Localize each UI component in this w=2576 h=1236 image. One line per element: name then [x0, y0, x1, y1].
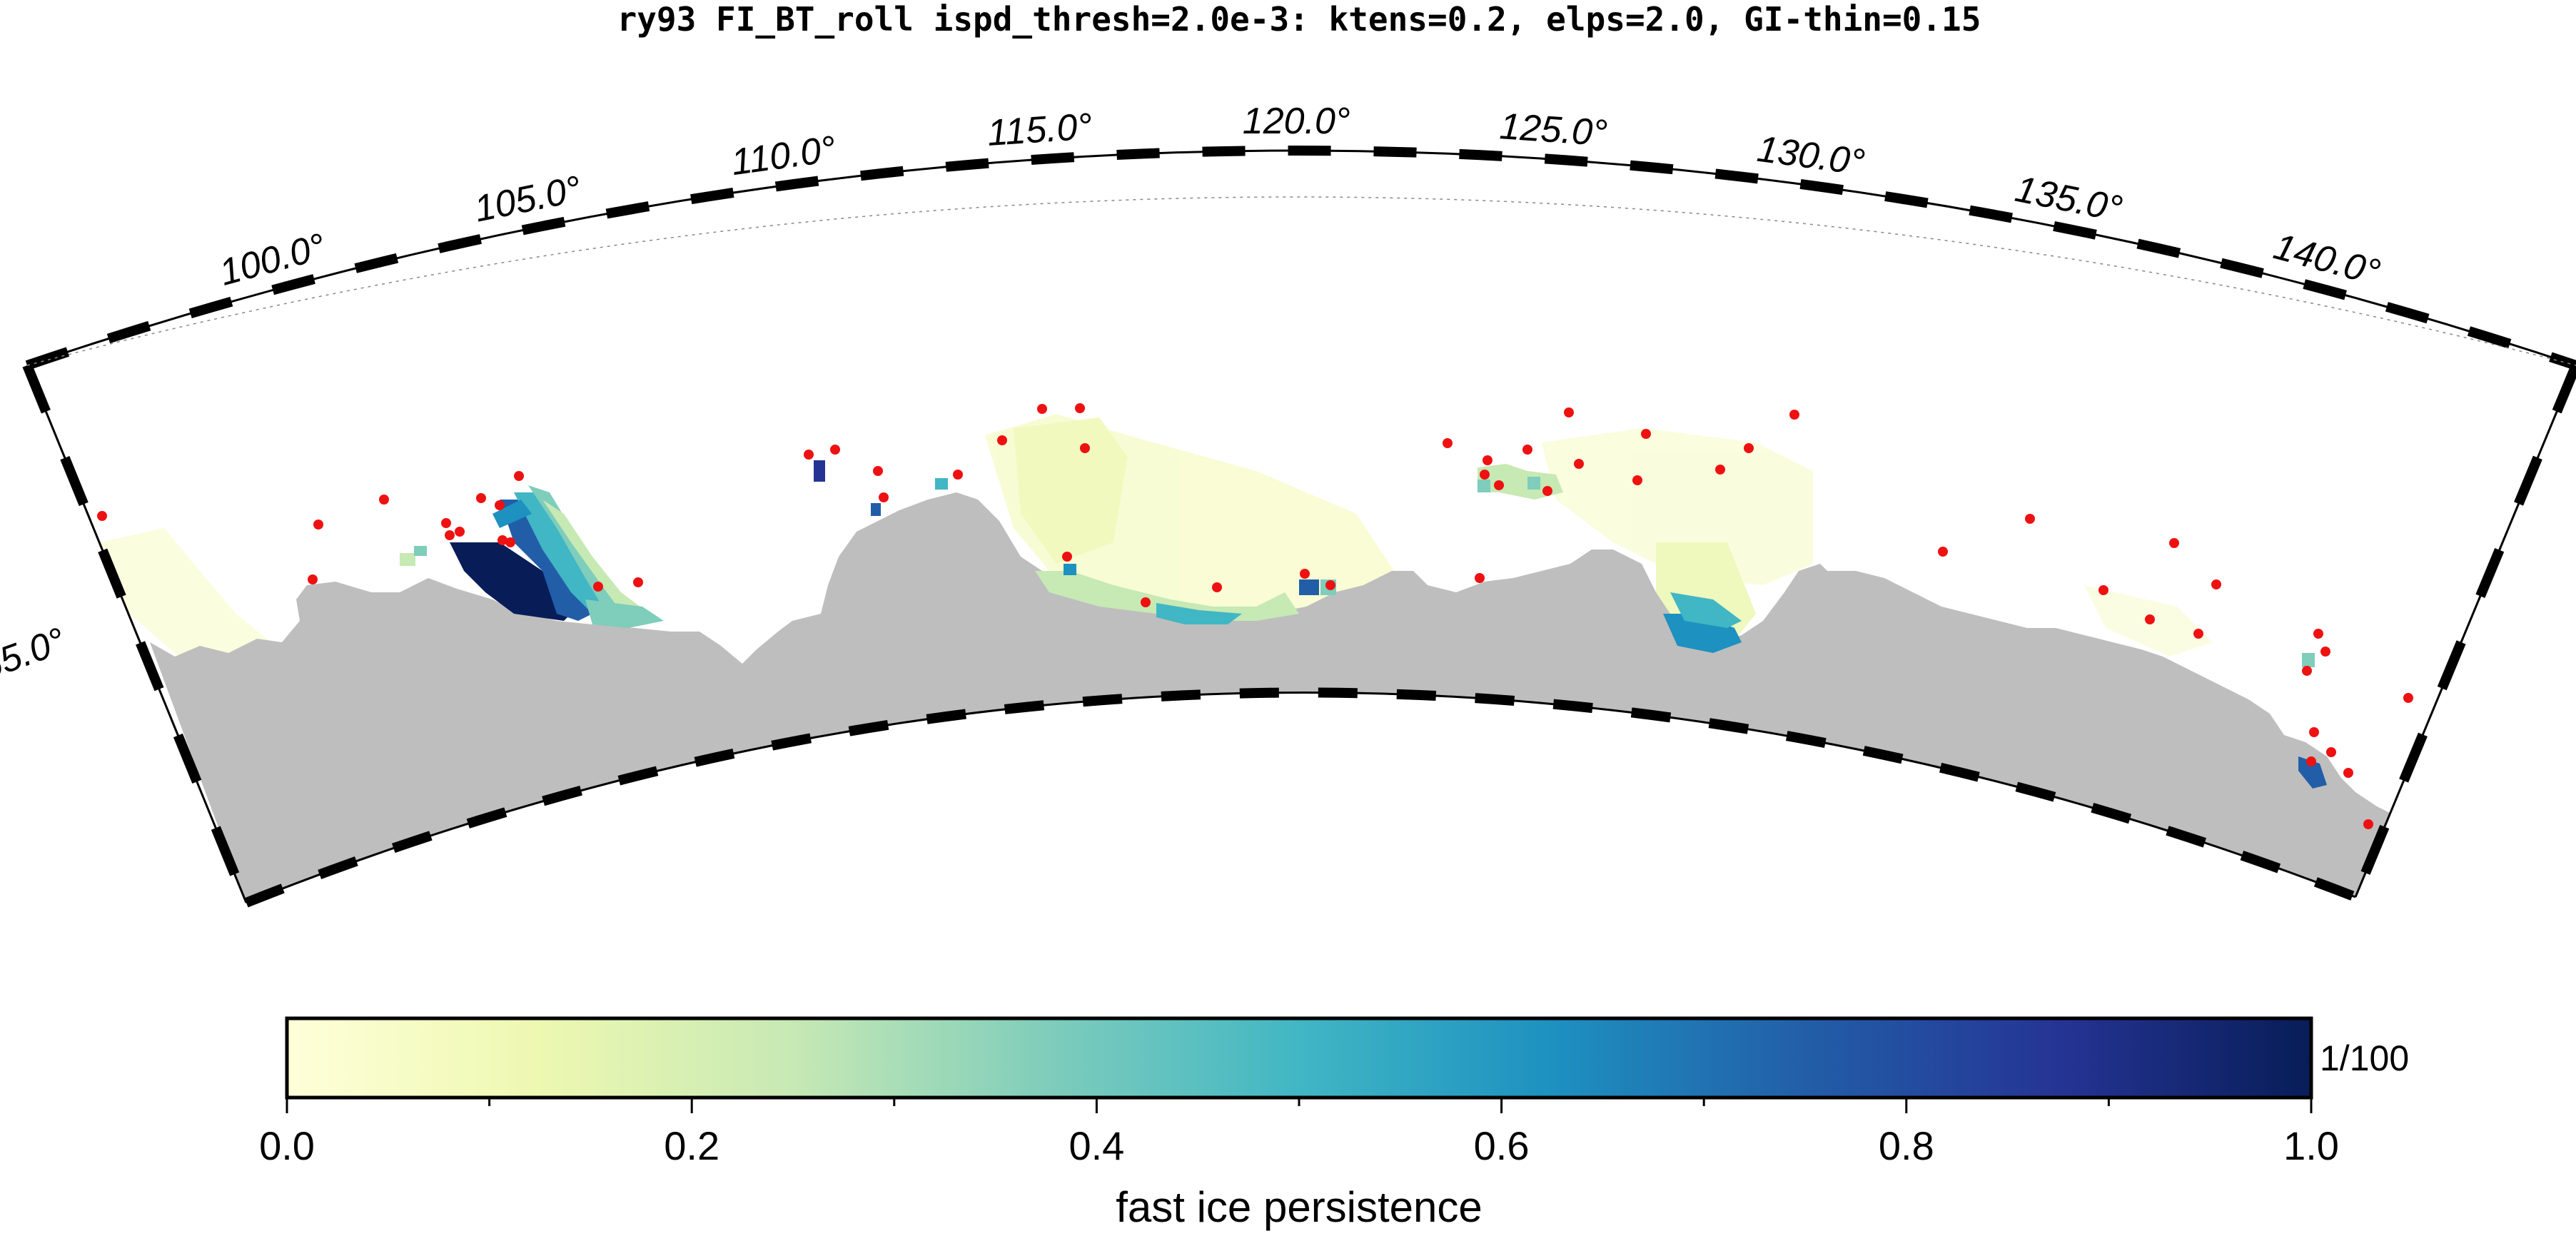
observation-point-12: [593, 582, 603, 592]
lon-label-2: 110.0°: [729, 128, 839, 183]
observation-point-36: [1641, 429, 1651, 439]
observation-point-48: [2211, 579, 2221, 589]
observation-point-55: [2306, 756, 2316, 766]
colorbar-tick-label-0: 0.0: [259, 1123, 315, 1168]
observation-point-43: [2025, 514, 2035, 524]
observation-point-35: [1632, 475, 1642, 485]
observation-point-34: [1574, 459, 1584, 469]
colorbar-tick-label-4: 0.8: [1879, 1123, 1934, 1168]
observation-point-14: [804, 450, 814, 460]
colorbar-tick-label-2: 0.4: [1069, 1123, 1124, 1168]
observation-point-15: [830, 445, 840, 455]
observation-point-52: [2403, 693, 2413, 703]
observation-point-7: [476, 493, 486, 503]
map-area: [100, 414, 2441, 903]
observation-point-24: [1212, 582, 1222, 592]
observation-point-41: [1141, 597, 1151, 607]
observation-point-0: [97, 511, 107, 521]
observation-point-23: [1062, 552, 1072, 562]
observation-point-33: [1564, 407, 1574, 417]
observation-point-4: [441, 518, 451, 528]
observation-point-53: [2309, 727, 2319, 737]
observation-point-25: [1300, 569, 1310, 579]
observation-point-57: [2363, 819, 2373, 829]
observation-point-50: [2313, 629, 2323, 639]
colorbar-tick-label-3: 0.6: [1474, 1123, 1530, 1168]
observation-point-38: [1744, 443, 1754, 453]
map-title: ry93 FI_BT_roll ispd_thresh=2.0e-3: kten…: [617, 0, 1981, 39]
observation-point-29: [1480, 470, 1490, 480]
observation-point-28: [1483, 455, 1492, 465]
observation-point-17: [879, 492, 889, 502]
observation-point-3: [379, 495, 389, 505]
observation-point-16: [873, 466, 883, 476]
observation-point-42: [1938, 547, 1948, 557]
fast-ice-low-region: [100, 414, 2213, 671]
observation-point-51: [2320, 647, 2330, 657]
observation-point-6: [455, 527, 465, 537]
observation-point-45: [2145, 614, 2155, 624]
colorbar-tick-label-5: 1.0: [2283, 1123, 2339, 1168]
latitude-label: -65.0°: [0, 620, 71, 693]
observation-point-19: [997, 435, 1007, 445]
observation-point-56: [2343, 768, 2353, 778]
observation-point-40: [1475, 573, 1485, 583]
colorbar-unit: 1/100: [2320, 1038, 2409, 1078]
observation-point-5: [445, 530, 455, 540]
fast-ice-high-region: [400, 460, 2327, 789]
lon-label-5: 125.0°: [1498, 106, 1608, 154]
observation-point-9: [514, 471, 524, 481]
observation-point-39: [1789, 410, 1799, 420]
graticule: [26, 196, 2576, 366]
observation-point-10: [497, 535, 507, 545]
observation-point-13: [633, 577, 643, 587]
lon-label-8: 140.0°: [2270, 226, 2385, 293]
observation-point-21: [1075, 403, 1085, 413]
colorbar-label: fast ice persistence: [1116, 1183, 1483, 1231]
lon-label-3: 115.0°: [986, 106, 1093, 154]
map-frame: [22, 146, 2576, 908]
observation-point-46: [2169, 538, 2179, 548]
observation-point-27: [1443, 438, 1453, 448]
antarctic-land-mass: [150, 492, 2441, 903]
observation-point-30: [1494, 480, 1504, 490]
observation-point-49: [2302, 666, 2312, 676]
observation-point-44: [2098, 585, 2108, 595]
observation-point-22: [1080, 443, 1090, 453]
observation-point-26: [1325, 580, 1335, 590]
observation-point-20: [1037, 404, 1047, 414]
observation-point-32: [1542, 486, 1552, 496]
observation-point-47: [2193, 629, 2203, 639]
observation-point-8: [495, 500, 505, 510]
colorbar-gradient: [285, 1016, 2313, 1100]
observation-point-54: [2326, 747, 2336, 757]
observation-point-1: [313, 520, 323, 530]
observation-point-31: [1522, 445, 1532, 455]
lon-label-6: 130.0°: [1754, 128, 1867, 184]
lon-label-4: 120.0°: [1243, 101, 1350, 142]
observation-points: [97, 403, 2413, 829]
colorbar-ticks: 0.0 0.2 0.4 0.6 0.8 1.0: [259, 1098, 2339, 1168]
observation-point-2: [308, 574, 318, 584]
colorbar-tick-label-1: 0.2: [664, 1123, 719, 1168]
observation-point-11: [505, 537, 515, 547]
observation-point-37: [1715, 465, 1725, 475]
colorbar: 0.0 0.2 0.4 0.6 0.8 1.0 1/100 fast ice persis…: [259, 1016, 2409, 1231]
observation-point-18: [953, 470, 963, 480]
